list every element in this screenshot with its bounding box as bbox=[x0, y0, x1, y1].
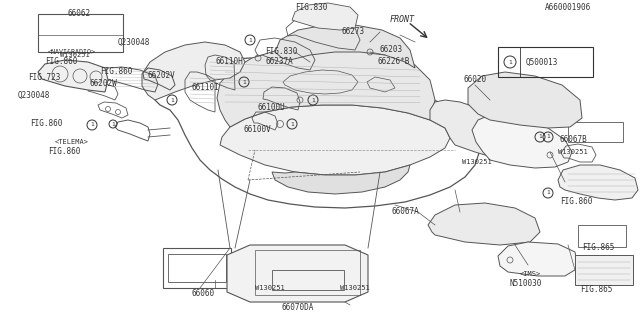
Text: 66202W: 66202W bbox=[90, 78, 118, 87]
Text: Q500013: Q500013 bbox=[526, 58, 558, 67]
Polygon shape bbox=[275, 25, 415, 68]
Polygon shape bbox=[498, 242, 578, 276]
Text: 1: 1 bbox=[90, 123, 94, 127]
Text: FIG.830: FIG.830 bbox=[265, 47, 298, 57]
Text: 66060: 66060 bbox=[192, 289, 215, 298]
Text: 66273: 66273 bbox=[342, 28, 365, 36]
Text: <TELEMA>: <TELEMA> bbox=[55, 139, 89, 145]
Text: 1: 1 bbox=[311, 98, 315, 102]
Text: Q230048: Q230048 bbox=[18, 91, 51, 100]
Polygon shape bbox=[472, 115, 572, 168]
Text: 66110H: 66110H bbox=[215, 58, 243, 67]
Text: FIG.865: FIG.865 bbox=[580, 285, 612, 294]
Bar bbox=[38, 14, 123, 52]
Polygon shape bbox=[217, 45, 435, 127]
Text: FIG.865: FIG.865 bbox=[582, 244, 614, 252]
Bar bbox=[255, 250, 360, 295]
Bar bbox=[163, 248, 231, 288]
Text: FIG.860: FIG.860 bbox=[48, 148, 81, 156]
Text: 1: 1 bbox=[111, 122, 115, 126]
Text: <NAVI&RADIO>: <NAVI&RADIO> bbox=[48, 49, 96, 55]
Polygon shape bbox=[142, 42, 245, 100]
Text: FIG.860: FIG.860 bbox=[45, 58, 77, 67]
Polygon shape bbox=[220, 105, 450, 175]
Text: W130251: W130251 bbox=[340, 285, 370, 291]
Bar bbox=[498, 47, 593, 77]
Bar bbox=[568, 122, 623, 142]
Text: 66203: 66203 bbox=[380, 45, 403, 54]
Text: W130251: W130251 bbox=[60, 52, 90, 58]
Text: 66070DA: 66070DA bbox=[282, 303, 314, 313]
Polygon shape bbox=[227, 245, 368, 302]
Text: 1: 1 bbox=[290, 122, 294, 126]
Bar bbox=[168, 254, 226, 282]
Text: W130251: W130251 bbox=[462, 159, 492, 165]
Text: 1: 1 bbox=[546, 134, 550, 140]
Text: FIG.723: FIG.723 bbox=[28, 74, 60, 83]
Text: 66226*B: 66226*B bbox=[378, 58, 410, 67]
Text: 66100U: 66100U bbox=[258, 102, 285, 111]
Text: FIG.860: FIG.860 bbox=[560, 197, 593, 206]
Text: FRONT: FRONT bbox=[390, 15, 415, 25]
Text: 66202V: 66202V bbox=[148, 70, 176, 79]
Polygon shape bbox=[38, 60, 108, 92]
Text: W130251: W130251 bbox=[558, 149, 588, 155]
Text: A660001906: A660001906 bbox=[545, 3, 591, 12]
Text: 66020: 66020 bbox=[464, 76, 487, 84]
Text: W130251: W130251 bbox=[255, 285, 285, 291]
Text: 66110I: 66110I bbox=[192, 84, 220, 92]
Text: 66100V: 66100V bbox=[244, 125, 272, 134]
Text: 66062: 66062 bbox=[68, 9, 91, 18]
Polygon shape bbox=[468, 72, 582, 128]
Text: 66067A: 66067A bbox=[391, 207, 419, 217]
Text: 1: 1 bbox=[538, 134, 542, 140]
Text: N510030: N510030 bbox=[510, 279, 542, 289]
Text: 66067B: 66067B bbox=[560, 135, 588, 145]
Text: 1: 1 bbox=[248, 37, 252, 43]
Polygon shape bbox=[428, 203, 540, 245]
Bar bbox=[578, 225, 626, 247]
Text: 1: 1 bbox=[242, 79, 246, 84]
Bar bbox=[575, 255, 633, 285]
Text: FIG.860: FIG.860 bbox=[100, 68, 132, 76]
Polygon shape bbox=[272, 165, 410, 194]
Text: FIG.860: FIG.860 bbox=[30, 118, 62, 127]
Bar bbox=[272, 270, 344, 290]
Polygon shape bbox=[292, 3, 358, 30]
Text: 1: 1 bbox=[508, 60, 512, 65]
Text: 66237A: 66237A bbox=[265, 58, 292, 67]
Polygon shape bbox=[430, 100, 540, 163]
Text: FIG.830: FIG.830 bbox=[295, 4, 328, 12]
Text: 1: 1 bbox=[170, 98, 174, 102]
Polygon shape bbox=[558, 165, 638, 200]
Text: Q230048: Q230048 bbox=[118, 37, 150, 46]
Text: 1: 1 bbox=[546, 190, 550, 196]
Text: <IMS>: <IMS> bbox=[520, 271, 541, 277]
